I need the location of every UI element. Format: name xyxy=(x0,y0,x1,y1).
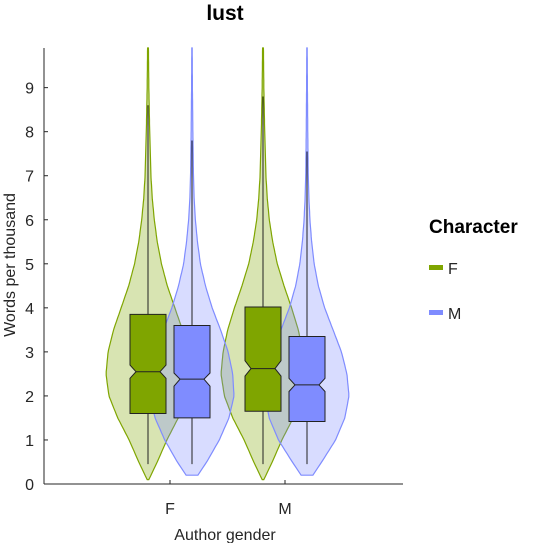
legend-label-F: F xyxy=(448,261,458,278)
box-F-M xyxy=(244,306,282,412)
y-tick-label: 1 xyxy=(25,433,34,450)
legend: Character F M xyxy=(429,217,518,323)
axes: 0 1 2 3 4 5 6 7 8 9 F M xyxy=(25,48,403,518)
x-axis-title: Author gender xyxy=(174,527,276,543)
legend-swatch-M xyxy=(429,310,443,315)
x-tick-label: F xyxy=(165,501,175,518)
y-tick-label: 6 xyxy=(25,213,34,230)
y-tick-label: 8 xyxy=(25,125,34,142)
box-M-M xyxy=(288,336,326,422)
chart-title: lust xyxy=(206,2,243,25)
y-tick-label: 7 xyxy=(25,169,34,186)
y-tick-label: 3 xyxy=(25,345,34,362)
y-axis-title: Words per thousand xyxy=(2,193,19,337)
x-tick-label: M xyxy=(278,501,291,518)
legend-label-M: M xyxy=(448,306,461,323)
plot-area xyxy=(105,47,350,481)
y-tick-label: 4 xyxy=(25,301,34,318)
box-F-F xyxy=(129,313,167,414)
y-tick-label: 9 xyxy=(25,81,34,98)
y-tick-label: 5 xyxy=(25,257,34,274)
legend-title: Character xyxy=(429,217,518,238)
y-tick-label: 2 xyxy=(25,389,34,406)
legend-swatch-F xyxy=(429,265,443,270)
y-tick-label: 0 xyxy=(25,477,34,494)
box-M-F xyxy=(173,325,211,419)
